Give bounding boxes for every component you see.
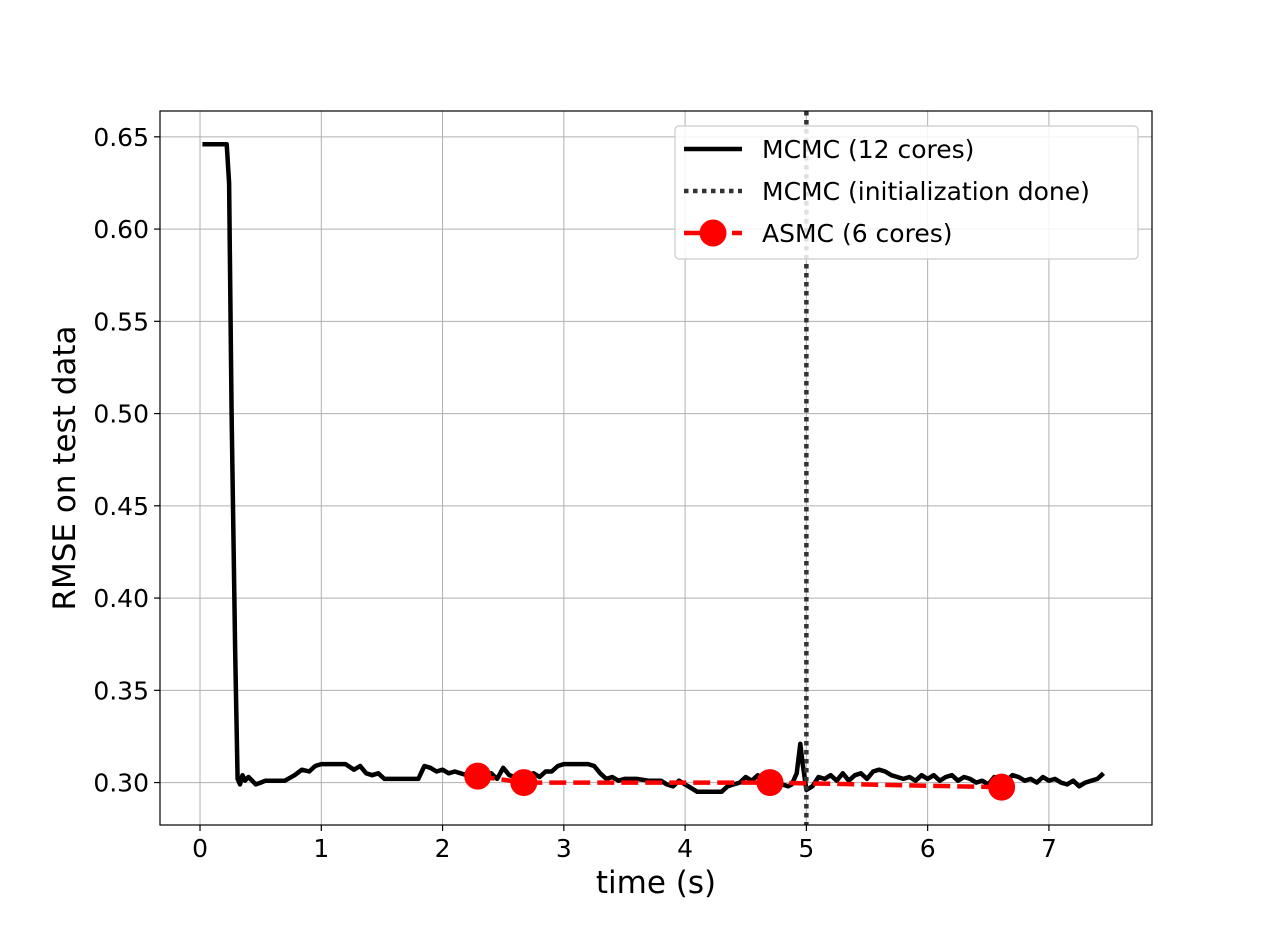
- y-tick-label: 0.55: [93, 307, 149, 336]
- y-axis-ticks: 0.30 0.35 0.40 0.45 0.50 0.55 0.60 0.65: [93, 123, 160, 798]
- y-tick-label: 0.40: [93, 584, 149, 613]
- x-axis-label: time (s): [596, 865, 716, 901]
- legend-swatch-asmc-marker: [699, 219, 727, 247]
- asmc-point: [756, 769, 784, 797]
- asmc-line: [477, 773, 1002, 790]
- legend-label: ASMC (6 cores): [762, 219, 952, 248]
- legend-box: [674, 125, 1139, 260]
- x-tick-label: 5: [798, 834, 814, 863]
- x-tick-label: 4: [677, 834, 693, 863]
- y-tick-label: 0.50: [93, 400, 149, 429]
- y-axis-label: RMSE on test data: [47, 325, 83, 610]
- x-tick-label: 0: [192, 834, 208, 863]
- x-tick-label: 6: [920, 834, 936, 863]
- asmc-point: [464, 762, 492, 790]
- x-tick-label: 1: [313, 834, 329, 863]
- y-tick-label: 0.45: [93, 492, 149, 521]
- y-tick-label: 0.35: [93, 676, 149, 705]
- x-axis-ticks: 0 1 2 3 4 5 6 7: [192, 825, 1057, 863]
- x-tick-label: 2: [435, 834, 451, 863]
- asmc-point: [988, 773, 1016, 801]
- y-tick-label: 0.60: [93, 215, 149, 244]
- y-tick-label: 0.30: [93, 769, 149, 798]
- legend-label: MCMC (12 cores): [762, 135, 974, 164]
- x-tick-label: 7: [1041, 834, 1057, 863]
- legend-label: MCMC (initialization done): [762, 177, 1090, 206]
- plot-frame: [159, 110, 1153, 826]
- asmc-point: [510, 769, 538, 797]
- x-tick-label: 3: [556, 834, 572, 863]
- legend: MCMC (12 cores) MCMC (initialization done…: [674, 125, 1139, 260]
- y-tick-label: 0.65: [93, 123, 149, 152]
